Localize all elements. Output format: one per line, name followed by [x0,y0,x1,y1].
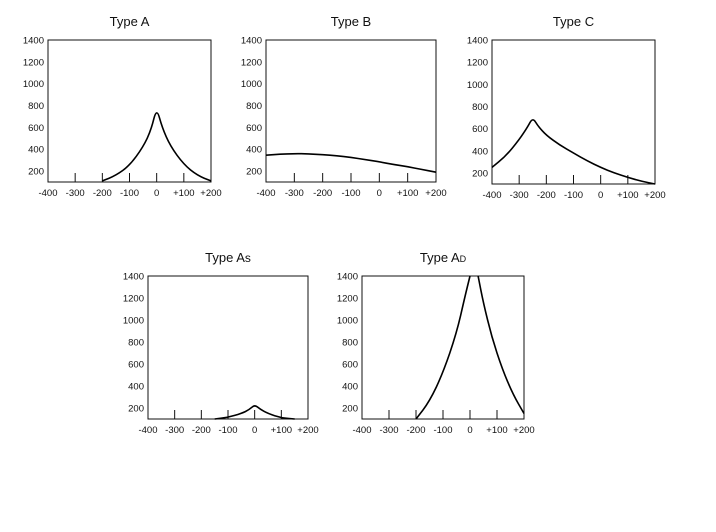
x-tick-label: +200 [425,188,446,199]
x-tick-label: +200 [513,425,534,436]
chart-title: Type As [205,250,251,265]
y-tick-label: 1200 [241,57,262,68]
series-line [102,112,212,182]
x-tick-label: -100 [218,425,237,436]
y-tick-label: 600 [472,124,488,135]
x-tick-label: -100 [564,190,583,201]
x-tick-label: -200 [192,425,211,436]
x-tick-label: -400 [138,425,157,436]
series-line [491,119,656,185]
y-tick-label: 800 [128,338,144,349]
x-tick-label: +200 [644,190,665,201]
y-tick-label: 400 [128,382,144,393]
y-tick-label: 1400 [23,36,44,47]
y-tick-label: 400 [342,382,358,393]
y-tick-label: 400 [246,145,262,156]
y-tick-label: 400 [472,146,488,157]
chart-title: Type A [110,14,150,29]
y-tick-label: 200 [342,404,358,415]
y-tick-label: 1000 [467,80,488,91]
x-tick-label: -200 [313,188,332,199]
x-tick-label: 0 [467,425,472,436]
x-tick-label: 0 [252,425,257,436]
x-tick-label: -200 [406,425,425,436]
x-tick-label: +100 [617,190,638,201]
x-tick-label: 0 [598,190,603,201]
y-tick-label: 400 [28,145,44,156]
series-line [265,152,437,173]
x-tick-label: -400 [256,188,275,199]
series-line [415,275,471,420]
y-tick-label: 1200 [467,58,488,69]
x-tick-label: -100 [433,425,452,436]
y-tick-label: 200 [246,167,262,178]
y-tick-label: 600 [246,123,262,134]
x-tick-label: +200 [297,425,318,436]
x-tick-label: -300 [510,190,529,201]
x-tick-label: 0 [377,188,382,199]
y-tick-label: 200 [472,168,488,179]
y-tick-label: 1200 [23,57,44,68]
y-tick-label: 1000 [23,79,44,90]
y-tick-label: 800 [342,338,358,349]
x-tick-label: +100 [173,188,194,199]
plot-frame [265,39,437,183]
y-tick-label: 1400 [241,36,262,47]
y-tick-label: 200 [128,404,144,415]
y-tick-label: 1000 [241,79,262,90]
x-tick-label: -400 [352,425,371,436]
x-tick-label: -200 [537,190,556,201]
y-tick-label: 1200 [123,294,144,305]
series-line [477,275,525,414]
y-tick-label: 800 [28,101,44,112]
y-tick-label: 1400 [467,36,488,47]
plot-frame [491,39,656,185]
chart-title: Type C [553,14,594,29]
series-line [214,405,295,420]
chart-title: Type B [331,14,371,29]
plot-frame [147,275,309,420]
y-tick-label: 600 [128,360,144,371]
y-tick-label: 1000 [123,316,144,327]
x-tick-label: -400 [482,190,501,201]
y-tick-label: 800 [246,101,262,112]
plot-frame [47,39,212,183]
y-tick-label: 1400 [123,272,144,283]
y-tick-label: 200 [28,167,44,178]
y-tick-label: 600 [342,360,358,371]
x-tick-label: +100 [397,188,418,199]
x-tick-label: -300 [379,425,398,436]
y-tick-label: 1200 [337,294,358,305]
x-tick-label: -400 [38,188,57,199]
x-tick-label: -100 [341,188,360,199]
x-tick-label: -300 [165,425,184,436]
x-tick-label: +100 [486,425,507,436]
x-tick-label: +200 [200,188,221,199]
y-tick-label: 1400 [337,272,358,283]
plot-frame [361,275,525,420]
y-tick-label: 1000 [337,316,358,327]
y-tick-label: 600 [28,123,44,134]
x-tick-label: -100 [120,188,139,199]
chart-title: Type AD [420,250,467,265]
y-tick-label: 800 [472,102,488,113]
x-tick-label: -200 [93,188,112,199]
x-tick-label: +100 [271,425,292,436]
x-tick-label: -300 [285,188,304,199]
x-tick-label: -300 [66,188,85,199]
x-tick-label: 0 [154,188,159,199]
